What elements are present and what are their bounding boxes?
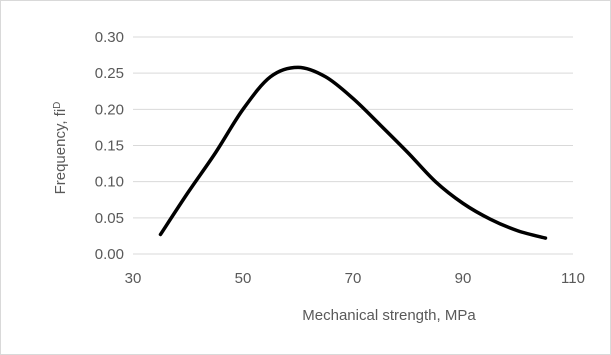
plot-area (158, 65, 548, 240)
y-tick-label: 0.10 (95, 174, 124, 191)
x-tick-label: 70 (345, 270, 362, 287)
x-tick-label: 110 (561, 270, 585, 287)
x-tick-label: 50 (235, 270, 252, 287)
x-tick-labels: 30 50 70 90 110 (125, 270, 585, 287)
y-axis-title-text: Frequency, fi (52, 109, 69, 195)
y-tick-label: 0.30 (95, 29, 124, 46)
y-tick-label: 0.15 (95, 138, 124, 155)
y-tick-labels: 0.00 0.05 0.10 0.15 0.20 0.25 0.30 (95, 29, 124, 263)
y-axis-title-superscript: D (52, 102, 63, 109)
y-axis-title: Frequency, fiD (52, 102, 69, 195)
x-tick-label: 90 (455, 270, 472, 287)
series-line (158, 65, 548, 240)
y-tick-label: 0.20 (95, 101, 124, 118)
y-tick-label: 0.00 (95, 246, 124, 263)
x-tick-label: 30 (125, 270, 142, 287)
y-tick-label: 0.25 (95, 65, 124, 82)
y-tick-label: 0.05 (95, 210, 124, 227)
x-axis-title: Mechanical strength, MPa (302, 307, 476, 324)
gridlines (133, 36, 573, 255)
